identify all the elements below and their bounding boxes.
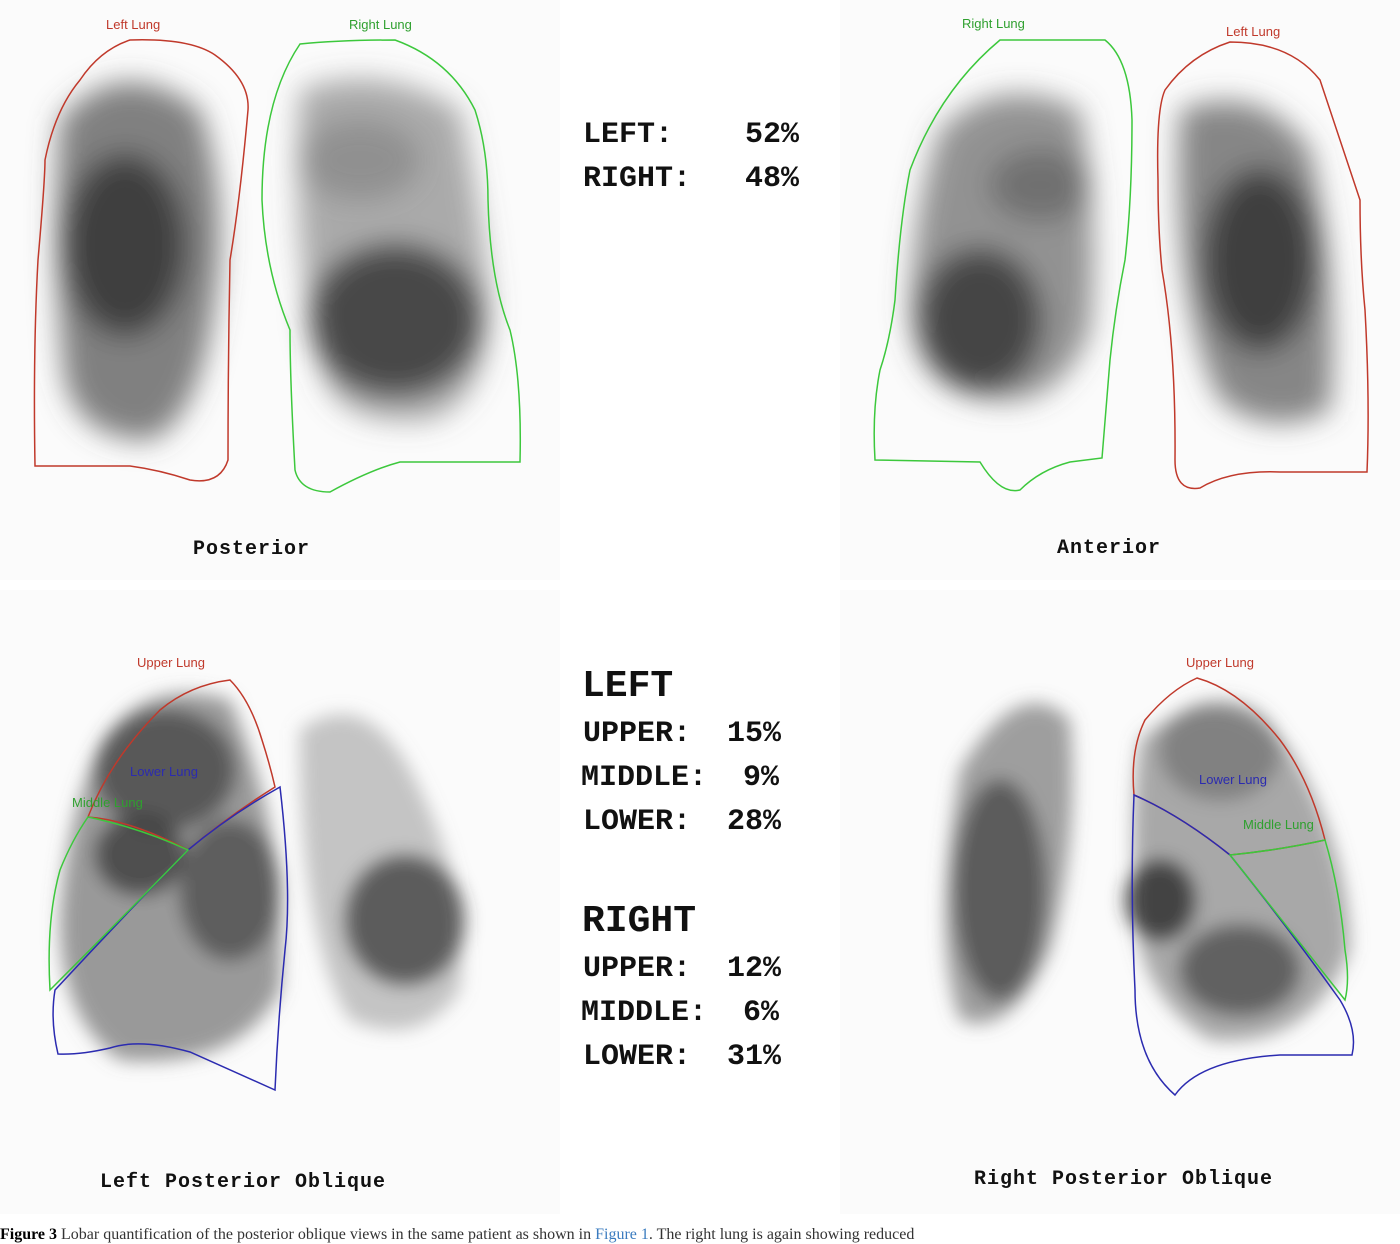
lobar-right-lower: LOWER: 31% — [583, 1040, 782, 1074]
total-right-value: RIGHT: 48% — [583, 162, 800, 196]
middle-lung-roi — [1228, 839, 1349, 1002]
anterior-view-panel: Right Lung Left Lung Anterior — [840, 0, 1400, 580]
caption-suffix: . The right lung is again showing reduce… — [648, 1226, 915, 1243]
lobar-right-upper: UPPER: 12% — [583, 952, 782, 986]
anterior-scan-image — [873, 39, 1369, 492]
middle-lung-roi — [48, 816, 190, 992]
lpo-scan-image — [48, 679, 465, 1092]
lobar-right-heading: RIGHT — [582, 900, 697, 943]
right-lung-roi — [261, 39, 522, 493]
lobar-left-upper: UPPER: 15% — [583, 717, 782, 751]
lpo-view-panel: Upper Lung Lower Lung Middle Lung Left P… — [0, 590, 560, 1214]
lower-lung-roi-label: Lower Lung — [1199, 772, 1267, 787]
upper-lung-roi-label: Upper Lung — [137, 655, 205, 670]
figure-caption: Figure 3 Lobar quantification of the pos… — [0, 1226, 1400, 1244]
posterior-view-panel: Left Lung Right Lung Posterior — [0, 0, 560, 580]
posterior-view-label: Posterior — [193, 538, 311, 561]
rpo-scan-image — [945, 677, 1355, 1097]
left-lung-roi — [1156, 41, 1369, 490]
lower-lung-roi — [52, 785, 289, 1092]
rpo-view-label: Right Posterior Oblique — [974, 1168, 1274, 1191]
caption-figure-number: Figure 3 — [0, 1226, 58, 1243]
lpo-view-label: Left Posterior Oblique — [100, 1171, 387, 1194]
middle-lung-roi-label: Middle Lung — [1243, 817, 1314, 832]
rpo-view-panel: Upper Lung Lower Lung Middle Lung Right … — [840, 590, 1400, 1214]
total-left-value: LEFT: 52% — [583, 118, 800, 152]
lobar-left-heading: LEFT — [582, 665, 674, 708]
lobar-left-middle: MIDDLE: 9% — [581, 761, 780, 795]
middle-lung-roi-label: Middle Lung — [72, 795, 143, 810]
left-lung-roi — [33, 39, 249, 482]
left-lung-roi-label: Left Lung — [106, 17, 161, 32]
upper-lung-roi-label: Upper Lung — [1186, 655, 1254, 670]
left-lung-roi-label: Left Lung — [1226, 24, 1281, 39]
right-lung-roi-label: Right Lung — [349, 17, 412, 32]
posterior-scan-image — [33, 39, 522, 493]
right-lung-roi — [873, 39, 1133, 492]
caption-figure-link[interactable]: Figure 1 — [595, 1226, 649, 1243]
anterior-view-label: Anterior — [1057, 537, 1162, 560]
caption-text: Lobar quantification of the posterior ob… — [57, 1226, 596, 1243]
lower-lung-roi-label: Lower Lung — [130, 764, 198, 779]
right-lung-roi-label: Right Lung — [962, 16, 1025, 31]
lobar-right-middle: MIDDLE: 6% — [581, 996, 780, 1030]
lobar-left-lower: LOWER: 28% — [583, 805, 782, 839]
